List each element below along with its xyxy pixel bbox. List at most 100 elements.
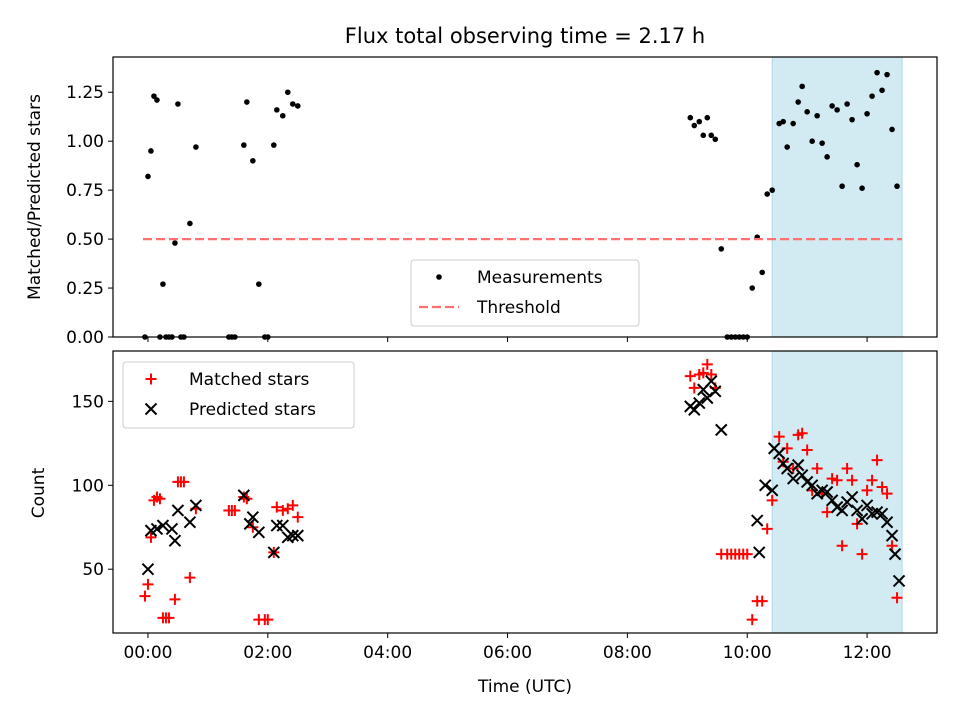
- predicted-star-point: [885, 529, 899, 542]
- measurement-point: [769, 187, 775, 193]
- legend-box: [122, 361, 355, 429]
- matched-star-point: [876, 481, 888, 493]
- measurement-point: [814, 112, 820, 119]
- predicted-star-point: [688, 403, 701, 416]
- measurement-point: [859, 185, 865, 191]
- matched-star-point: [773, 431, 785, 443]
- measurement-point: [704, 114, 711, 121]
- measurement-point: [294, 103, 301, 109]
- measurement-point: [151, 93, 157, 99]
- predicted-star-point: [171, 504, 185, 517]
- predicted-star-point: [165, 522, 179, 536]
- matched-star-point: [891, 592, 903, 604]
- matched-star-point: [766, 494, 778, 506]
- measurement-point: [864, 110, 870, 117]
- predicted-star-point: [291, 529, 304, 542]
- predicted-star-point: [183, 516, 197, 529]
- y-tick-label: 50: [82, 560, 104, 580]
- measurement-point: [244, 99, 250, 105]
- predicted-star-point: [850, 504, 864, 517]
- legend-label: Matched stars: [189, 370, 309, 390]
- measurement-point: [854, 161, 860, 168]
- predicted-star-point: [791, 458, 805, 472]
- y-tick-label: 0.00: [66, 328, 104, 348]
- measurement-point: [804, 109, 810, 115]
- matched-star-point: [756, 595, 768, 607]
- y-tick-label: 100: [72, 476, 104, 496]
- measurement-point: [718, 246, 725, 252]
- legend-label: Threshold: [476, 298, 561, 318]
- measurement-point: [819, 140, 825, 146]
- matched-star-point: [856, 548, 868, 560]
- predicted-star-point: [267, 546, 281, 559]
- top-panel: 0.00 0.25 0.50 0.75 1.00 1.25 Measurements Thre…: [66, 56, 938, 348]
- measurement-point: [874, 69, 880, 76]
- matched-star-point: [821, 506, 833, 518]
- predicted-star-point: [855, 512, 869, 526]
- predicted-star-point: [805, 479, 819, 492]
- measurement-point: [889, 126, 895, 133]
- measurement-point: [749, 285, 756, 291]
- predicted-star-point: [252, 526, 266, 539]
- matched-star-point: [866, 474, 878, 486]
- measurement-point: [274, 107, 280, 113]
- measurement-point: [700, 132, 707, 139]
- measurement-point: [187, 220, 193, 227]
- measurement-point: [809, 138, 815, 144]
- measurement-point: [834, 107, 840, 113]
- measurement-point: [241, 142, 247, 148]
- measurement-point: [160, 281, 166, 287]
- measurement-point: [256, 281, 262, 287]
- predicted-star-point: [286, 529, 299, 542]
- measurement-point: [172, 240, 178, 246]
- matched-star-point: [169, 593, 181, 605]
- predicted-star-point: [150, 522, 164, 536]
- matched-star-point: [801, 444, 813, 456]
- predicted-star-point: [795, 469, 809, 482]
- measurement-point: [790, 120, 796, 127]
- measurement-point: [279, 112, 286, 119]
- highlight-span: [771, 350, 903, 634]
- predicted-star-point: [693, 396, 706, 410]
- x-tick-label: 02:00: [243, 643, 292, 663]
- top-y-axis-label: Matched/Predicted stars: [25, 94, 45, 300]
- y-tick-label: 1.00: [66, 132, 104, 152]
- matched-star-point: [184, 572, 196, 584]
- x-tick-label: 12:00: [843, 643, 892, 663]
- chart-title: Flux total observing time = 2.17 h: [345, 24, 705, 48]
- predicted-star-point: [780, 462, 794, 475]
- legend-box: [410, 259, 640, 327]
- measurement-point: [849, 116, 855, 123]
- x-tick-label: 10:00: [723, 643, 772, 663]
- bottom-y-axis-label: Count: [29, 467, 49, 518]
- matched-star-point: [826, 473, 838, 485]
- predicted-star-point: [786, 472, 800, 485]
- matched-star-point: [178, 476, 190, 488]
- y-tick-label: 1.25: [66, 83, 104, 103]
- predicted-star-point: [880, 516, 894, 529]
- matched-star-point: [154, 493, 166, 505]
- matched-star-point: [292, 511, 304, 523]
- x-tick-label: 06:00: [483, 643, 532, 663]
- matched-star-point: [811, 463, 823, 474]
- matched-star-point: [886, 540, 898, 552]
- measurement-point: [759, 269, 766, 276]
- measurement-point: [696, 118, 703, 125]
- matched-star-point: [262, 614, 274, 626]
- bottom-panel: 50 100 150 00:00 02:00 04:00 06:00 08:00 10:00 12…: [72, 350, 938, 663]
- measurement-point: [193, 144, 199, 150]
- measurement-point: [780, 118, 786, 125]
- matched-star-point: [871, 454, 883, 466]
- legend-label: Predicted stars: [189, 400, 316, 420]
- predicted-star-point: [759, 479, 772, 492]
- legend-swatch-measurements: [436, 274, 442, 280]
- x-tick-label: 04:00: [363, 643, 412, 663]
- predicted-star-point: [709, 385, 722, 398]
- matched-star-point: [741, 548, 753, 560]
- highlight-span: [771, 56, 903, 338]
- measurement-point: [894, 183, 900, 190]
- measurement-point: [687, 114, 694, 121]
- x-axis-label: Time (UTC): [477, 677, 572, 697]
- predicted-star-point: [189, 499, 203, 512]
- measurement-point: [795, 99, 801, 105]
